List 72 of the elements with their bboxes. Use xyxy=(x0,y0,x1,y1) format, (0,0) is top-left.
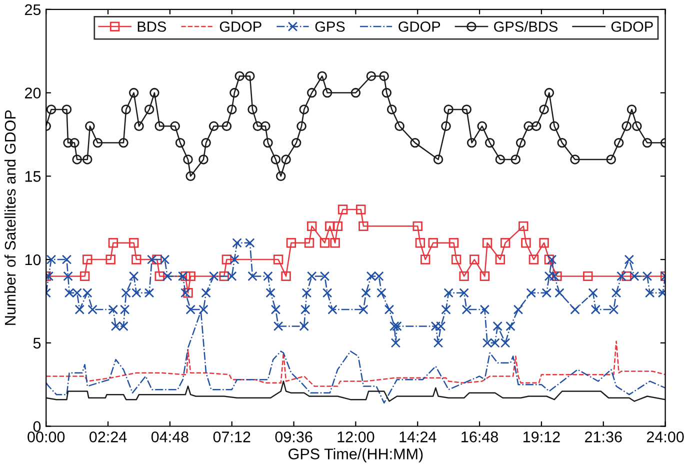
point xyxy=(428,238,438,248)
x-tick-label: 07:12 xyxy=(213,432,250,442)
point xyxy=(338,204,348,214)
point xyxy=(132,254,142,264)
point xyxy=(482,238,492,248)
point xyxy=(286,238,296,248)
point xyxy=(622,271,632,282)
point xyxy=(183,288,193,298)
y-tick-label: 20 xyxy=(25,88,41,98)
y-tick-label: 15 xyxy=(25,171,41,182)
y-tick-label: 10 xyxy=(25,254,41,266)
point xyxy=(106,254,116,264)
x-tick-label: 19:12 xyxy=(524,432,560,442)
point xyxy=(320,238,330,248)
point xyxy=(306,221,317,232)
x-axis-title: GPS Time/(HH:MM) xyxy=(288,448,423,462)
point xyxy=(186,271,196,282)
point xyxy=(470,254,480,264)
point xyxy=(415,238,426,248)
point xyxy=(304,238,314,248)
legend-label: GDOP xyxy=(611,21,653,32)
point xyxy=(451,254,462,264)
point xyxy=(500,238,510,248)
legend-label: GPS xyxy=(315,21,345,32)
point xyxy=(495,254,506,264)
point xyxy=(459,271,469,282)
legend-label: BDS xyxy=(138,21,166,32)
point xyxy=(583,271,593,282)
point xyxy=(521,238,531,248)
point xyxy=(273,254,284,264)
point xyxy=(332,221,342,232)
point xyxy=(480,271,490,282)
point xyxy=(219,271,229,282)
x-tick-label: 04:48 xyxy=(151,432,188,442)
x-tick-label: 09:36 xyxy=(275,432,312,442)
point xyxy=(544,254,554,264)
point xyxy=(528,254,539,264)
point xyxy=(82,254,92,264)
point xyxy=(281,271,291,282)
point xyxy=(518,221,528,232)
point xyxy=(80,271,90,282)
y-tick-label: 25 xyxy=(25,4,41,16)
point xyxy=(154,271,164,282)
x-tick-label: 24:00 xyxy=(646,432,684,442)
point xyxy=(128,238,139,248)
line-series xyxy=(46,380,666,402)
x-tick-label: 00:00 xyxy=(28,432,65,442)
point xyxy=(222,254,232,264)
point xyxy=(325,221,335,232)
point xyxy=(356,204,366,214)
point xyxy=(539,238,549,248)
y-axis-title: Number of Satellites and GDOP xyxy=(4,110,16,325)
line-series xyxy=(46,340,666,387)
x-tick-label: 02:24 xyxy=(90,432,127,442)
point xyxy=(152,254,162,264)
point xyxy=(420,254,430,264)
x-tick-label: 14:24 xyxy=(400,432,436,442)
point xyxy=(412,221,422,232)
x-tick-label: 12:00 xyxy=(338,432,374,442)
legend-label: GDOP xyxy=(220,21,262,32)
legend-label: GDOP xyxy=(398,21,440,32)
y-tick-label: 5 xyxy=(33,338,41,349)
point xyxy=(108,238,118,248)
point xyxy=(552,271,562,282)
y-tick-label: 0 xyxy=(33,421,41,432)
point xyxy=(180,271,190,282)
legend-label: GPS/BDS xyxy=(494,21,558,32)
x-tick-label: 16:48 xyxy=(462,432,498,442)
point xyxy=(358,221,368,232)
point xyxy=(330,238,340,248)
x-tick-label: 21:36 xyxy=(585,432,622,442)
point xyxy=(448,238,459,248)
